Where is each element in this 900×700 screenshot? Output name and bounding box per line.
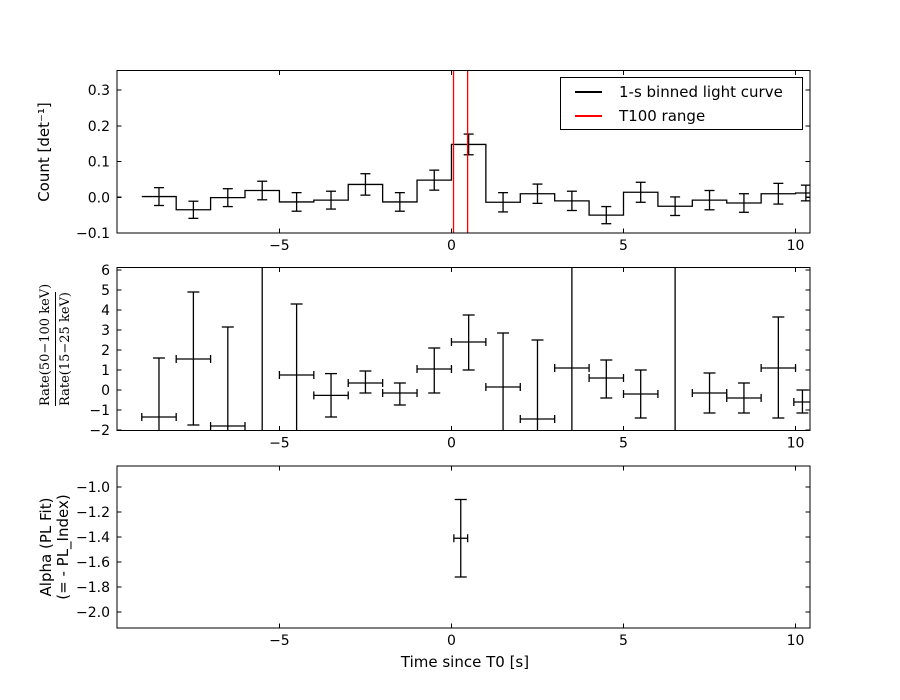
tick-label: 0	[447, 436, 456, 452]
tick-label: 4	[101, 303, 110, 319]
tick-label: −5	[269, 633, 290, 649]
tick-label: −1.4	[76, 530, 110, 546]
tick-label: 10	[787, 436, 805, 452]
tick-label: 0.1	[88, 155, 110, 171]
legend-entry-label: T100 range	[619, 106, 706, 125]
tick-label: −1.8	[76, 580, 110, 596]
ylabel-hardness-ratio: Rate(50−100 keV) Rate(15−25 keV)	[36, 283, 78, 406]
tick-label: 0.3	[88, 83, 110, 99]
tick-label: 5	[101, 283, 110, 299]
tick-label: 6	[101, 263, 110, 279]
ylabel-count: Count [det⁻¹]	[35, 102, 53, 202]
legend-line-sample-red-icon	[575, 114, 602, 117]
tick-label: 3	[101, 323, 110, 339]
hardness-ratio-data	[141, 267, 810, 431]
tick-label: −5	[269, 238, 290, 254]
legend-entry-label: 1-s binned light curve	[619, 82, 783, 101]
tick-label: −1.6	[76, 555, 110, 571]
tick-label: 1	[101, 363, 110, 379]
ylabel-alpha: Alpha (PL Fit) (= - PL_Index)	[37, 487, 74, 607]
tick-label: 5	[619, 238, 628, 254]
tick-label: 0.2	[88, 119, 110, 135]
panel-0-tick-labels: −5 0 5 10 −0.1 0.0 0.1 0.2 0.3	[76, 83, 804, 254]
legend-entry-t100: T100 range	[561, 104, 802, 128]
legend-line-sample-black-icon	[575, 90, 602, 93]
t100-range-lines	[452, 70, 469, 233]
tick-label: 10	[787, 633, 805, 649]
ylabel-hardness-denominator: Rate(15−25 keV)	[55, 292, 75, 406]
alpha-pl-fit-data	[453, 498, 469, 578]
ylabel-hardness-numerator: Rate(50−100 keV)	[38, 283, 53, 406]
tick-label: −1	[89, 403, 110, 419]
tick-label: 10	[787, 238, 805, 254]
tick-label: −1.0	[76, 480, 110, 496]
tick-label: 0	[101, 383, 110, 399]
panel-1-frame	[116, 266, 811, 432]
tick-label: 5	[619, 633, 628, 649]
legend-entry-lightcurve: 1-s binned light curve	[561, 80, 802, 104]
panel-2-frame	[116, 465, 811, 629]
tick-label: 0	[447, 633, 456, 649]
tick-label: −5	[269, 436, 290, 452]
tick-label: 2	[101, 343, 110, 359]
light-curve-data	[141, 133, 810, 225]
legend: 1-s binned light curve T100 range	[560, 77, 803, 130]
tick-label: −1.2	[76, 505, 110, 521]
panel-0-frame	[116, 69, 811, 234]
tick-label: 5	[619, 436, 628, 452]
tick-label: 0	[447, 238, 456, 254]
tick-label: −0.1	[76, 226, 110, 242]
tick-label: −2.0	[76, 605, 110, 621]
ylabel-alpha-line1: Alpha (PL Fit)	[37, 497, 55, 597]
panel-2-tick-labels: −5 0 5 10 −2.0 −1.8 −1.6 −1.4 −1.2 −1.0	[76, 480, 804, 649]
xlabel-time: Time since T0 [s]	[400, 653, 530, 671]
ylabel-alpha-line2: (= - PL_Index)	[54, 494, 72, 600]
panel-1-tick-labels: −5 0 5 10 −2 −1 0 1 2 3 4 5 6	[89, 263, 804, 452]
tick-label: 0.0	[88, 190, 110, 206]
tick-label: −2	[89, 423, 110, 439]
